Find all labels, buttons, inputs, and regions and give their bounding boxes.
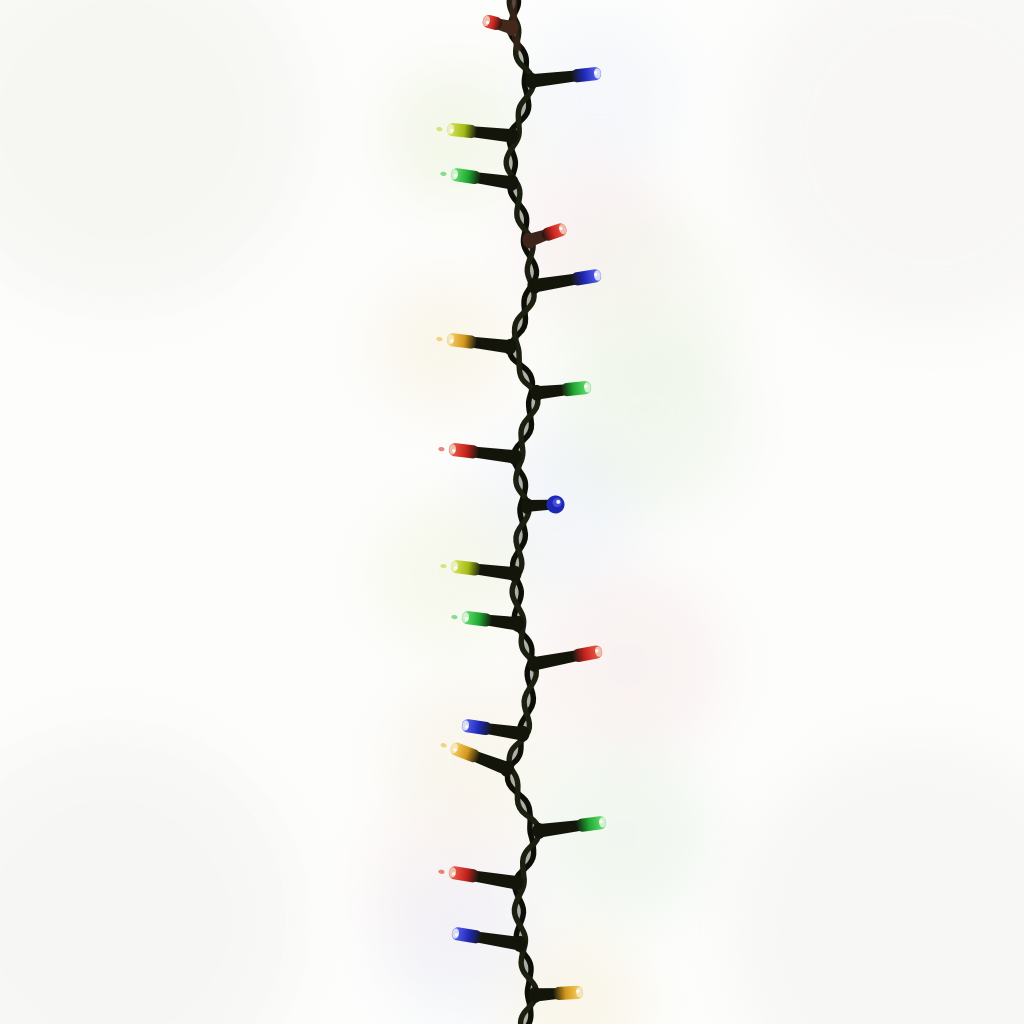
bulb-highlight bbox=[450, 128, 454, 133]
lens-flare-fleck bbox=[436, 336, 443, 342]
bulb-lens bbox=[446, 122, 477, 139]
bulb-highlight bbox=[465, 617, 469, 621]
bulb-highlight bbox=[576, 989, 580, 993]
bulb-highlight bbox=[594, 70, 598, 75]
lens-flare-fleck bbox=[440, 171, 447, 176]
bulb-lens bbox=[571, 269, 602, 286]
led-bulb-red-17 bbox=[438, 866, 524, 891]
bulb-highlight bbox=[455, 933, 459, 937]
bulb-highlight bbox=[485, 20, 490, 25]
lens-flare-fleck bbox=[436, 127, 443, 132]
led-bulb-green-12 bbox=[451, 611, 525, 632]
bokeh-spot bbox=[0, 0, 310, 310]
bulb-lens bbox=[446, 333, 477, 349]
bokeh-spot bbox=[375, 500, 525, 650]
lens-flare-fleck bbox=[440, 563, 447, 569]
bulb-socket bbox=[537, 819, 582, 838]
bulb-highlight bbox=[584, 384, 588, 389]
bulb-socket bbox=[535, 384, 567, 400]
bulb-highlight bbox=[559, 226, 563, 231]
bokeh-spot bbox=[375, 275, 515, 415]
bulb-highlight bbox=[453, 748, 457, 752]
led-bulb-blue-18 bbox=[451, 927, 527, 952]
led-bulb-blue-14 bbox=[461, 719, 530, 742]
bokeh-spot bbox=[740, 0, 1024, 330]
bulb-socket bbox=[486, 614, 520, 631]
bulb-highlight bbox=[452, 449, 456, 453]
led-bulb-chartreuse-11 bbox=[440, 560, 522, 582]
bulb-lens bbox=[450, 560, 481, 576]
lens-flare-fleck bbox=[438, 446, 445, 452]
bulb-lens bbox=[461, 719, 492, 736]
bulb-highlight bbox=[556, 499, 561, 504]
led-bulb-amber-15 bbox=[440, 742, 514, 777]
led-bulb-blue-10 bbox=[520, 495, 565, 514]
bulb-socket bbox=[471, 336, 512, 354]
bulb-lens bbox=[571, 67, 602, 83]
bulb-socket bbox=[475, 563, 517, 581]
bulb-highlight bbox=[452, 872, 456, 876]
lens-flare-fleck bbox=[438, 869, 445, 874]
bulb-socket bbox=[471, 126, 514, 143]
bulb-highlight bbox=[465, 725, 469, 729]
bulb-highlight bbox=[595, 649, 599, 653]
led-bulb-green-4 bbox=[440, 168, 519, 191]
bulb-lens bbox=[561, 381, 592, 397]
bulb-lens bbox=[448, 443, 479, 459]
led-bulb-red-13 bbox=[527, 645, 603, 672]
bulb-lens bbox=[572, 645, 603, 663]
bokeh-spot bbox=[520, 15, 680, 175]
bulb-highlight bbox=[454, 174, 458, 178]
bulb-lens bbox=[451, 927, 482, 944]
bokeh-spot bbox=[730, 740, 1024, 1024]
bokeh-spot bbox=[385, 865, 545, 1024]
bokeh-spot bbox=[0, 730, 300, 1024]
lens-flare-fleck bbox=[440, 742, 447, 748]
led-bulb-chartreuse-3 bbox=[436, 122, 519, 144]
bulb-socket bbox=[485, 723, 525, 741]
bulb-highlight bbox=[599, 819, 603, 824]
bulb-socket bbox=[533, 988, 559, 1002]
bulb-socket bbox=[531, 650, 579, 671]
light-string bbox=[436, 14, 607, 1003]
cable-strand-dark bbox=[504, 0, 540, 1024]
bokeh-spot bbox=[533, 570, 723, 760]
bulb-lens bbox=[576, 816, 607, 832]
bulb-lens bbox=[448, 866, 479, 883]
bulb-socket bbox=[525, 499, 552, 512]
bulb-lens bbox=[553, 985, 584, 1001]
bulb-highlight bbox=[450, 339, 454, 343]
led-bulb-blue-2 bbox=[525, 67, 602, 89]
bulb-socket bbox=[474, 172, 514, 190]
bulb-socket bbox=[473, 446, 517, 464]
bulb-highlight bbox=[454, 566, 458, 570]
bulb-socket bbox=[531, 273, 578, 293]
bulb-socket bbox=[472, 870, 520, 890]
led-bulb-green-8 bbox=[530, 381, 592, 401]
led-bulb-red-1 bbox=[482, 14, 519, 36]
bulb-lens bbox=[450, 168, 481, 185]
bulb-lens bbox=[461, 611, 492, 627]
bulb-socket bbox=[475, 931, 523, 951]
lens-flare-fleck bbox=[451, 614, 458, 620]
bokeh-spot bbox=[532, 745, 712, 925]
led-bulb-green-16 bbox=[532, 816, 607, 839]
led-bulb-red-9 bbox=[438, 443, 522, 465]
led-bulb-blue-6 bbox=[527, 269, 602, 294]
led-bulb-amber-7 bbox=[436, 333, 517, 355]
bulb-tip-face bbox=[558, 224, 567, 235]
bulb-socket bbox=[530, 70, 577, 88]
led-bulb-amber-19 bbox=[528, 985, 584, 1003]
bulb-highlight bbox=[594, 272, 598, 277]
bulb-socket bbox=[472, 750, 511, 776]
led-bulb-red-5 bbox=[522, 223, 567, 249]
